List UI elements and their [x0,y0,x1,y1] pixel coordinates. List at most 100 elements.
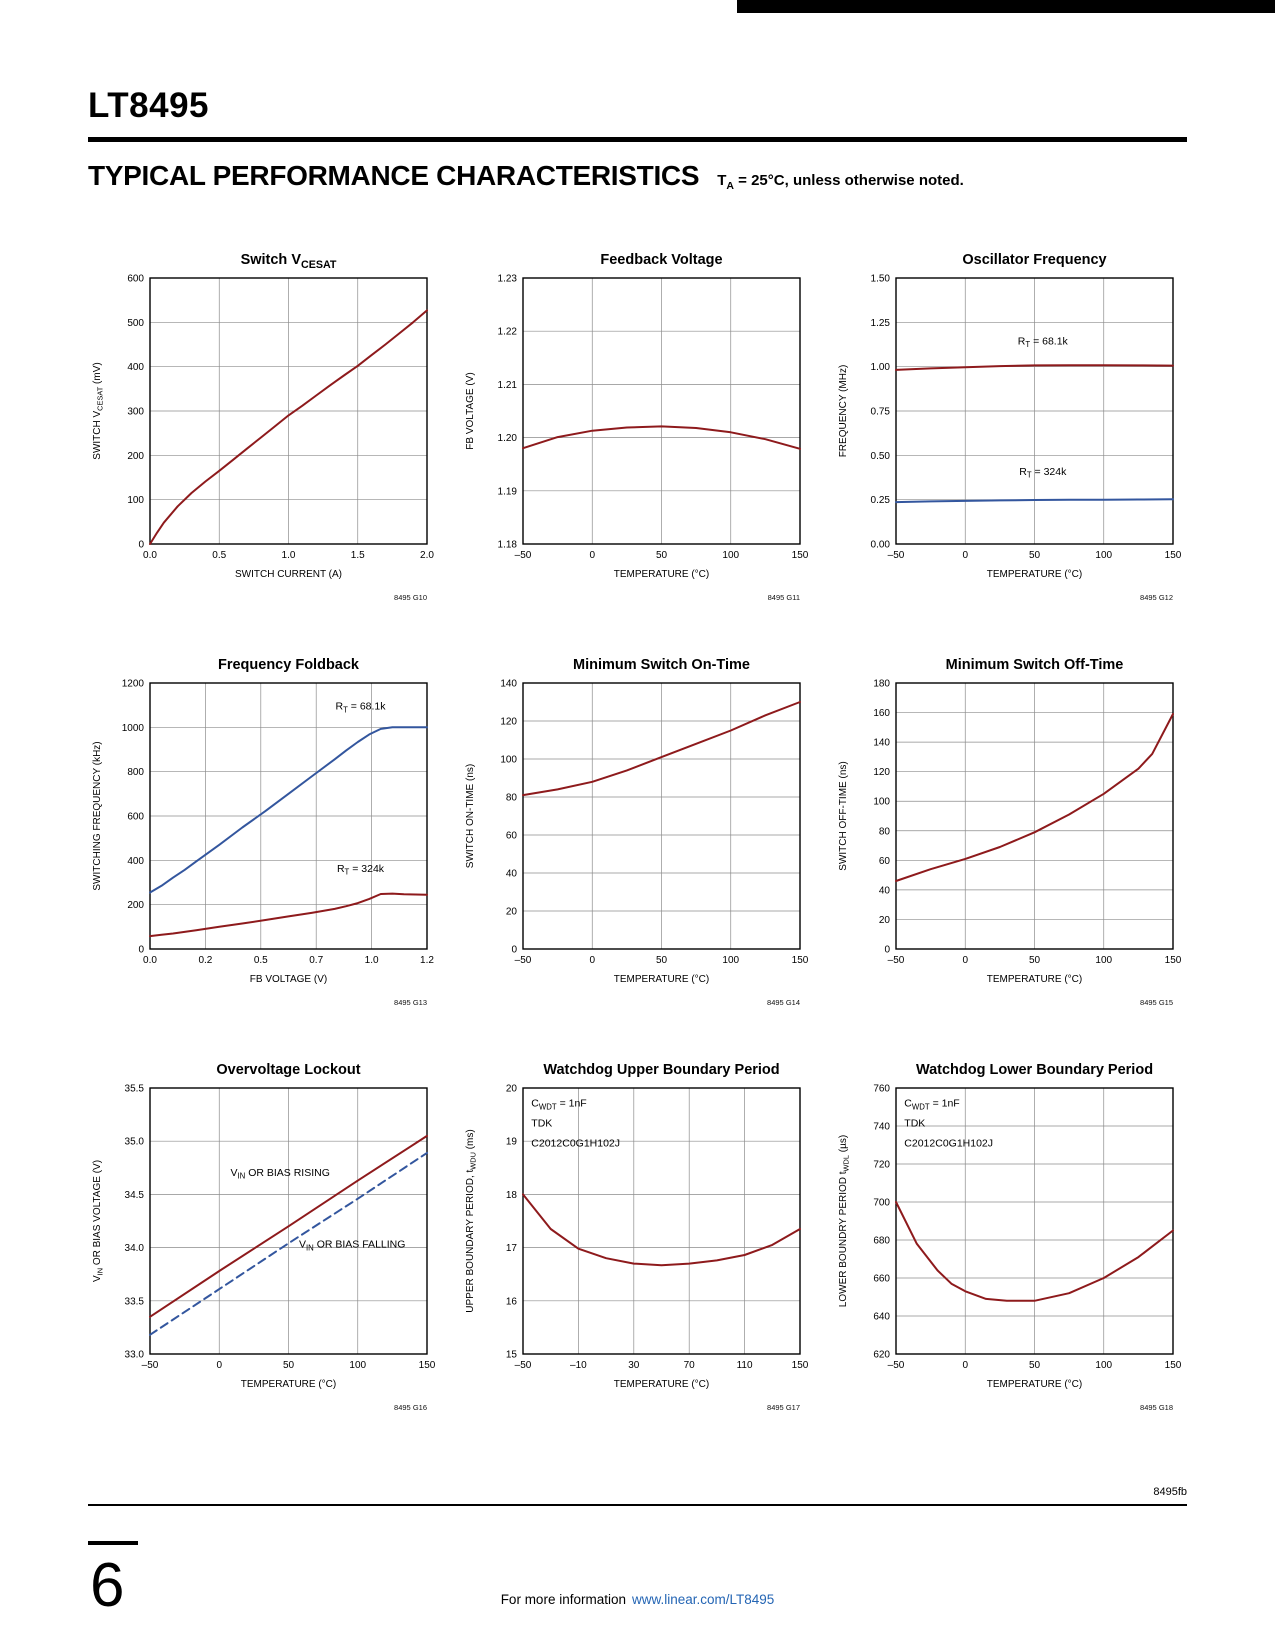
y-tick-label: 600 [127,274,144,285]
chart-annotation: VIN OR BIAS RISING [230,1167,329,1181]
page-number: 6 [90,1551,125,1620]
y-tick-label: 1.20 [498,433,518,444]
x-tick-label: –50 [515,955,532,966]
x-tick-label: 30 [628,1360,640,1371]
charts-grid: Switch VCESAT 0.0 0.5 1.0 1.5 2.0 0 100 200 300 40… [84,248,1185,1416]
x-tick-label: 50 [283,1360,295,1371]
plot-frame [895,1087,1174,1355]
y-tick-label: 100 [873,797,890,808]
y-tick-label: 120 [873,767,890,778]
x-tick-label: –50 [888,550,905,561]
x-tick-label: 100 [1095,955,1112,966]
footer-link[interactable]: www.linear.com/LT8495 [631,1592,775,1607]
x-tick-label: 50 [656,955,668,966]
chart-annotation: RT = 324k [337,863,385,877]
y-tick-label: 120 [500,717,517,728]
chart-canvas: Feedback Voltage –50 0 50 100 150 1.18 1.19 1.20… [465,252,809,602]
series-on-time [522,701,801,797]
x-tick-label: 1.0 [365,955,379,966]
x-axis-label: TEMPERATURE (°C) [987,1379,1082,1390]
x-tick-label: 150 [1165,1360,1182,1371]
y-tick-label: 17 [506,1243,518,1254]
chart-title: Minimum Switch Off-Time [946,657,1124,673]
x-tick-label: 150 [792,955,809,966]
y-tick-label: 800 [127,767,144,778]
x-tick-label: 70 [684,1360,696,1371]
footer-text: For more information [500,1592,626,1607]
chart-annotation: RT = 324k [1019,466,1067,480]
y-tick-label: 1200 [122,679,145,690]
y-tick-label: 20 [506,1084,518,1095]
x-tick-label: –50 [888,1360,905,1371]
y-tick-label: 1.19 [498,486,518,497]
chart-oscillator-frequency: Oscillator Frequency –50 0 50 100 150 0.00 0.25… [830,248,1185,606]
chart-canvas: Frequency Foldback 0.0 0.2 0.5 0.7 1.0 1.2 0 200… [92,657,434,1007]
chart-annotation: C2012C0G1H102J [904,1138,993,1150]
y-tick-label: 300 [127,407,144,418]
chart-tag: 8495 G11 [768,593,800,602]
x-tick-label: 0 [962,550,968,561]
x-axis-label: TEMPERATURE (°C) [614,1379,709,1390]
chart-title: Switch VCESAT [241,252,337,271]
chart-canvas: Switch VCESAT 0.0 0.5 1.0 1.5 2.0 0 100 200 300 40… [92,252,434,602]
x-tick-label: 0 [962,1360,968,1371]
x-tick-label: –50 [142,1360,159,1371]
chart-annotation: CWDT = 1nF [904,1098,959,1112]
chart-frequency-foldback: Frequency Foldback 0.0 0.2 0.5 0.7 1.0 1.2 0 200… [84,653,439,1011]
plot-frame [149,277,428,545]
y-tick-label: 180 [873,679,890,690]
x-tick-label: 0 [216,1360,222,1371]
y-tick-label: 1.22 [498,327,518,338]
x-tick-label: 0 [589,955,595,966]
y-tick-label: 80 [506,793,518,804]
y-tick-label: 100 [500,755,517,766]
y-tick-label: 19 [506,1137,518,1148]
x-tick-label: 0.0 [143,550,157,561]
y-tick-label: 140 [873,738,890,749]
x-tick-label: –50 [515,550,532,561]
y-tick-label: 15 [506,1350,518,1361]
plot-frame [522,682,801,950]
y-tick-label: 1.00 [871,362,891,373]
plot-frame [895,277,1174,545]
series-twdl [895,1201,1174,1302]
x-tick-label: 100 [349,1360,366,1371]
chart-annotation: TDK [904,1118,925,1130]
part-number: LT8495 [88,86,210,125]
plot-frame [522,1087,801,1355]
chart-watchdog-upper-boundary-period: Watchdog Upper Boundary Period –50 –10 30 70… [457,1058,812,1416]
footer-rule [88,1504,1187,1506]
y-tick-label: 33.5 [125,1296,145,1307]
x-tick-label: 1.5 [351,550,365,561]
x-tick-label: 50 [656,550,668,561]
y-tick-label: 640 [873,1312,890,1323]
y-tick-label: 1.23 [498,274,518,285]
series-rt-324k [895,498,1174,504]
y-tick-label: 0.25 [871,495,891,506]
chart-canvas: Oscillator Frequency –50 0 50 100 150 0.00 0.25… [838,252,1182,602]
chart-canvas: Watchdog Lower Boundary Period –50 0 50 100 1… [838,1062,1182,1412]
chart-canvas: Minimum Switch On-Time–50 0 50 100 150020406… [465,657,809,1007]
x-tick-label: 100 [722,550,739,561]
x-tick-label: 150 [792,1360,809,1371]
y-tick-label: 0 [511,945,517,956]
x-tick-label: 100 [1095,1360,1112,1371]
x-tick-label: 100 [722,955,739,966]
series-rising [149,1134,428,1318]
chart-annotation: VIN OR BIAS FALLING [299,1239,405,1253]
section-heading: TYPICAL PERFORMANCE CHARACTERISTICS TA = … [88,160,1198,192]
plot-frame [149,682,428,950]
x-tick-label: 50 [1029,550,1041,561]
y-tick-label: 35.5 [125,1084,145,1095]
header-rule [88,137,1187,142]
chart-tag: 8495 G17 [767,1403,800,1412]
x-axis-label: TEMPERATURE (°C) [614,974,709,985]
chart-annotation: C2012C0G1H102J [531,1138,620,1150]
y-tick-label: 0 [884,945,890,956]
y-tick-label: 620 [873,1350,890,1361]
chart-switch-vcesat: Switch VCESAT 0.0 0.5 1.0 1.5 2.0 0 100 200 300 40… [84,248,439,606]
x-tick-label: 0 [962,955,968,966]
y-tick-label: 0 [138,945,144,956]
chart-annotation: RT = 68.1k [336,701,387,715]
chart-title: Minimum Switch On-Time [573,657,750,673]
